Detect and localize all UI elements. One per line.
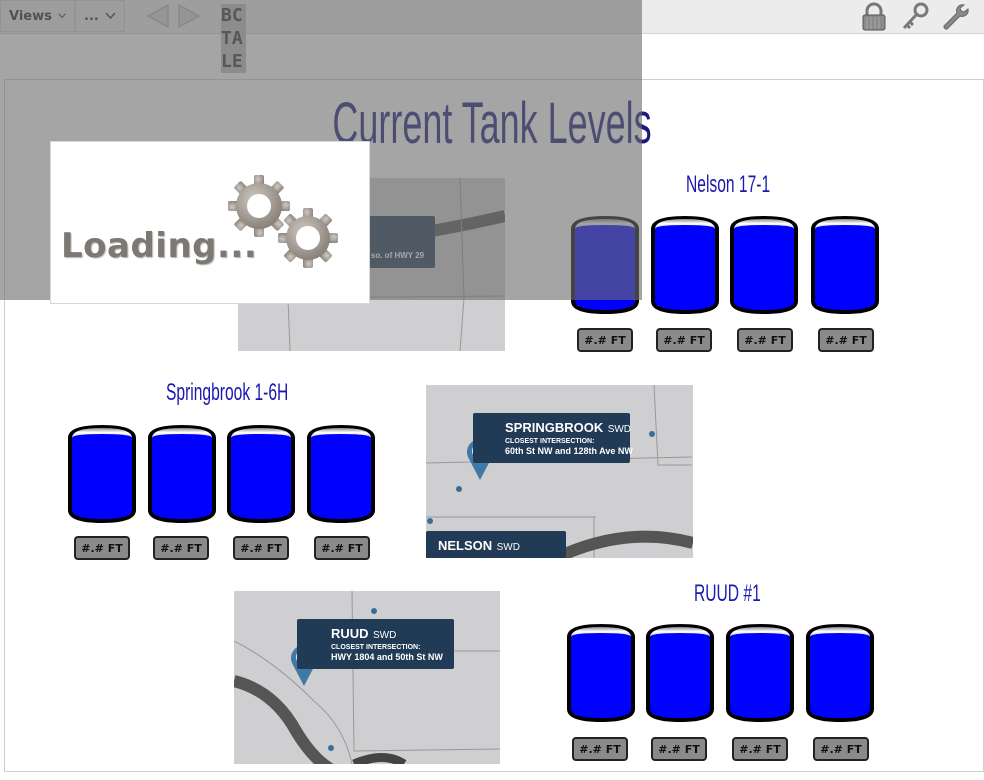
map-springbrook: SPRINGBROOK SWD CLOSEST INTERSECTION: 60… bbox=[426, 385, 693, 558]
tank bbox=[806, 624, 874, 722]
wrench-icon[interactable] bbox=[940, 2, 970, 32]
gears-icon bbox=[228, 175, 338, 268]
map-card-ruud: RUUD SWD CLOSEST INTERSECTION: HWY 1804 … bbox=[297, 619, 454, 669]
tank bbox=[307, 425, 375, 523]
tank-level-button[interactable]: #.# FT bbox=[153, 536, 209, 560]
site-title-springbrook: Springbrook 1-6H bbox=[166, 379, 289, 406]
tank-level-button[interactable]: #.# FT bbox=[233, 536, 289, 560]
map-roads bbox=[234, 591, 500, 764]
tank bbox=[646, 624, 714, 722]
tank-level-button[interactable]: #.# FT bbox=[74, 536, 130, 560]
map-card-name: NELSON bbox=[438, 538, 493, 553]
loading-dialog: Loading... bbox=[50, 141, 370, 304]
map-card-suffix: SWD bbox=[496, 542, 520, 553]
map-card-closest: CLOSEST INTERSECTION: bbox=[331, 644, 421, 651]
map-card-suffix: SWD bbox=[373, 630, 397, 641]
map-roads bbox=[426, 385, 693, 558]
map-card-intersection: HWY 1804 and 50th St NW bbox=[331, 652, 443, 662]
tank-level-button[interactable]: #.# FT bbox=[572, 737, 628, 761]
site-title-nelson: Nelson 17-1 bbox=[686, 171, 771, 198]
site-title-ruud: RUUD #1 bbox=[694, 580, 761, 607]
map-card-intersection: 60th St NW and 128th Ave NW bbox=[505, 446, 633, 456]
tank-level-button[interactable]: #.# FT bbox=[314, 536, 370, 560]
tank-level-button[interactable]: #.# FT bbox=[813, 737, 869, 761]
tank-level-button[interactable]: #.# FT bbox=[656, 328, 712, 352]
map-card-name: SPRINGBROOK bbox=[505, 420, 604, 435]
tank-level-button[interactable]: #.# FT bbox=[732, 737, 788, 761]
tank bbox=[726, 624, 794, 722]
map-card-name: RUUD bbox=[331, 626, 369, 641]
map-card-nelson-lower: NELSON SWD bbox=[426, 531, 566, 558]
tank bbox=[148, 425, 216, 523]
map-card-springbrook: SPRINGBROOK SWD CLOSEST INTERSECTION: 60… bbox=[473, 413, 633, 463]
loading-text: Loading... bbox=[61, 226, 258, 266]
tank bbox=[651, 216, 719, 314]
tank bbox=[227, 425, 295, 523]
map-card-closest: CLOSEST INTERSECTION: bbox=[505, 438, 595, 445]
key-icon[interactable] bbox=[900, 2, 930, 32]
tank-level-button[interactable]: #.# FT bbox=[737, 328, 793, 352]
tank-level-button[interactable]: #.# FT bbox=[651, 737, 707, 761]
tank bbox=[811, 216, 879, 314]
map-card-suffix: SWD bbox=[607, 424, 632, 435]
tank bbox=[567, 624, 635, 722]
tank-level-button[interactable]: #.# FT bbox=[818, 328, 874, 352]
lock-icon[interactable] bbox=[859, 2, 889, 32]
tank-level-button[interactable]: #.# FT bbox=[577, 328, 633, 352]
map-ruud: RUUD SWD CLOSEST INTERSECTION: HWY 1804 … bbox=[234, 591, 500, 764]
tank bbox=[730, 216, 798, 314]
tank bbox=[68, 425, 136, 523]
